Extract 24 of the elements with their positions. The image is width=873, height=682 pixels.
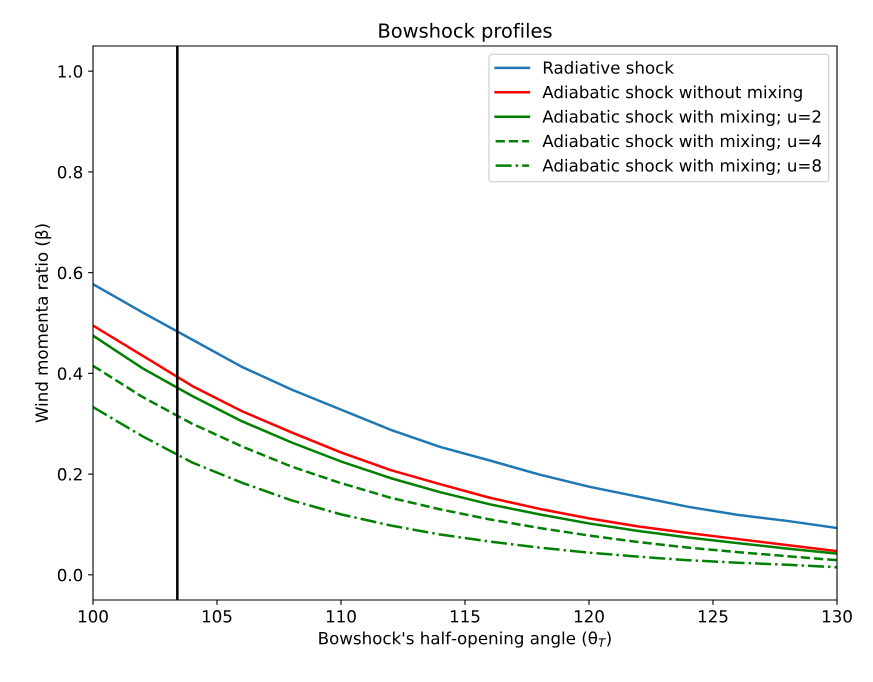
line-series [93, 364, 837, 562]
legend-label: Adiabatic shock with mixing; u=2 [542, 110, 820, 126]
x-tick-label: 125 [698, 610, 728, 623]
x-tick-label: 130 [822, 610, 852, 623]
line-series [93, 406, 837, 569]
legend-label: Adiabatic shock with mixing; u=8 [542, 158, 821, 175]
y-axis-title: Wind momenta ratio (β) [34, 224, 52, 422]
x-tick-label: 110 [326, 610, 356, 623]
y-tick-label: 0.2 [58, 468, 82, 481]
y-tick-label: 1.0 [58, 65, 82, 78]
y-tick-label: 0.0 [58, 568, 82, 582]
x-tick-label: 115 [450, 610, 480, 623]
y-tick-label: 0.8 [58, 166, 82, 178]
x-tick-label: 120 [574, 610, 604, 623]
x-tick-label: 100 [78, 610, 108, 623]
y-tick-label: 0.6 [58, 266, 82, 280]
x-axis-title: Bowshock's half-opening angle (θ$_{T}$) [319, 631, 611, 648]
legend-label: Radiative shock [544, 61, 674, 74]
chart-title: Bowshock profiles [379, 22, 552, 42]
x-tick-label: 105 [202, 610, 232, 623]
legend-label: Adiabatic shock with mixing; u=4 [542, 134, 822, 151]
y-tick-label: 0.4 [58, 367, 82, 380]
legend-label: Adiabatic shock without mixing [542, 85, 802, 102]
line-series [93, 282, 837, 530]
